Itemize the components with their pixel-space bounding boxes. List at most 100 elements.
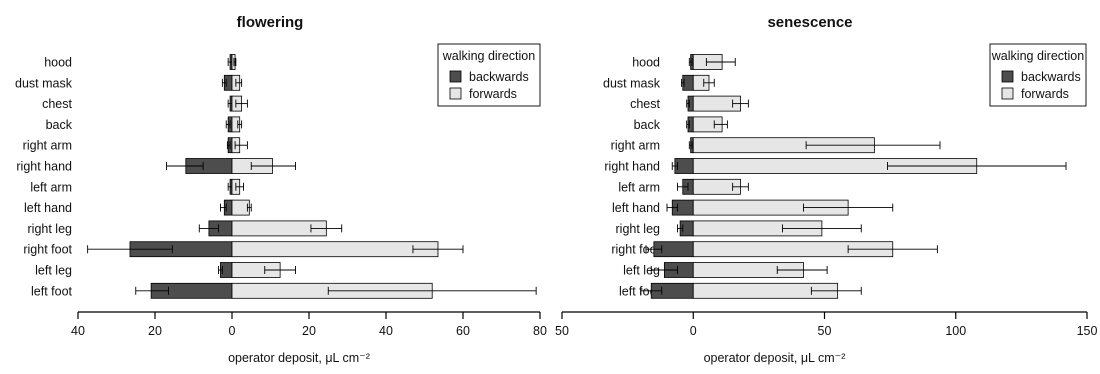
error-bar-forwards	[235, 78, 243, 87]
legend-label-backwards: backwards	[1021, 70, 1081, 84]
error-bar-forwards	[246, 203, 252, 212]
category-label: left leg	[35, 264, 72, 278]
error-bar-backwards	[666, 203, 678, 212]
category-label: right foot	[611, 243, 660, 257]
error-bar-backwards	[221, 78, 227, 87]
legend-label-forwards: forwards	[1021, 87, 1069, 101]
category-label: dust mask	[15, 76, 73, 90]
category-label: left hand	[612, 201, 660, 215]
legend-swatch-forwards	[449, 87, 462, 100]
error-bar-forwards	[782, 224, 862, 233]
error-bar-forwards	[310, 224, 343, 233]
error-bar-backwards	[218, 266, 223, 274]
x-axis-label: operator deposit, μL cm⁻²	[228, 351, 370, 365]
error-bar-backwards	[686, 99, 690, 108]
error-bar-forwards	[327, 286, 537, 295]
x-tick-label: 40	[71, 324, 85, 338]
error-bar-backwards	[640, 286, 663, 295]
error-bar-backwards	[219, 203, 227, 212]
x-tick-label: 100	[945, 324, 966, 338]
category-label: left foot	[31, 284, 73, 298]
error-bar-backwards	[688, 58, 693, 66]
error-bar-forwards	[234, 141, 248, 150]
legend: walking direction backwards forwards	[437, 43, 541, 107]
category-label: left hand	[24, 201, 72, 215]
x-tick-label: 60	[456, 324, 470, 338]
category-label: right hand	[604, 160, 660, 174]
error-bar-forwards	[237, 120, 243, 129]
legend-title: walking direction	[442, 49, 535, 63]
category-label: right leg	[616, 222, 661, 236]
error-bar-forwards	[776, 266, 828, 274]
error-bar-backwards	[686, 120, 690, 129]
error-bar-backwards	[671, 162, 678, 170]
category-label: back	[634, 118, 661, 132]
error-bar-forwards	[847, 245, 938, 254]
legend-swatch-forwards	[1001, 87, 1014, 100]
error-bar-backwards	[87, 245, 173, 254]
legend-label-forwards: forwards	[469, 87, 517, 101]
category-label: right arm	[23, 139, 72, 153]
bar-forwards	[231, 241, 439, 258]
error-bar-backwards	[226, 141, 231, 150]
category-label: right leg	[28, 222, 73, 236]
error-bar-backwards	[677, 224, 684, 233]
bar-forwards	[231, 199, 250, 216]
x-tick-label: 80	[533, 324, 547, 338]
category-label: left leg	[623, 264, 660, 278]
error-bar-backwards	[677, 182, 689, 191]
error-bar-forwards	[264, 266, 296, 274]
x-tick-label: 50	[818, 324, 832, 338]
chart-title: senescence	[767, 14, 852, 31]
category-label: right foot	[23, 243, 72, 257]
category-label: hood	[632, 56, 660, 70]
error-bar-backwards	[680, 78, 685, 87]
error-bar-backwards	[135, 286, 169, 295]
x-tick-label: 20	[148, 324, 162, 338]
error-bar-forwards	[713, 120, 728, 129]
error-bar-forwards	[235, 182, 245, 191]
category-label: chest	[42, 97, 72, 111]
legend-swatch-backwards	[1001, 70, 1014, 83]
x-tick-label: 20	[302, 324, 316, 338]
error-bar-forwards	[235, 99, 248, 108]
error-bar-backwards	[225, 120, 231, 129]
error-bar-forwards	[233, 58, 237, 66]
x-tick-label: 0	[690, 324, 697, 338]
category-label: dust mask	[603, 76, 661, 90]
error-bar-forwards	[705, 58, 736, 66]
error-bar-backwards	[688, 141, 693, 150]
category-label: hood	[44, 56, 72, 70]
panel-senescence: senescence hood dust mask chest back right ar…	[555, 14, 1097, 365]
legend-swatch-backwards	[449, 70, 462, 83]
error-bar-forwards	[803, 203, 894, 212]
category-label: left arm	[30, 180, 72, 194]
error-bar-backwards	[198, 224, 219, 233]
error-bar-forwards	[887, 162, 1067, 170]
category-label: right hand	[16, 160, 72, 174]
error-bar-forwards	[703, 78, 715, 87]
error-bar-backwards	[645, 245, 663, 254]
x-tick-label: 0	[229, 324, 236, 338]
x-axis-label: operator deposit, μL cm⁻²	[704, 351, 846, 365]
category-label: right arm	[611, 139, 660, 153]
x-tick-label: 50	[555, 324, 569, 338]
error-bar-forwards	[412, 245, 464, 254]
error-bar-forwards	[805, 141, 941, 150]
chart-title: flowering	[237, 14, 304, 31]
category-label: left foot	[619, 284, 661, 298]
error-bar-backwards	[166, 162, 204, 170]
error-bar-forwards	[732, 182, 749, 191]
error-bar-backwards	[650, 266, 678, 274]
category-label: left arm	[618, 180, 660, 194]
legend-label-backwards: backwards	[469, 70, 529, 84]
legend-title: walking direction	[991, 49, 1084, 63]
error-bar-forwards	[732, 99, 749, 108]
error-bar-forwards	[810, 286, 862, 295]
category-label: back	[46, 118, 73, 132]
panel-flowering: flowering hood dust mask chest back right arm…	[15, 14, 547, 365]
category-label: chest	[630, 97, 660, 111]
legend: walking direction backwards forwards	[989, 43, 1087, 107]
x-tick-label: 40	[379, 324, 393, 338]
